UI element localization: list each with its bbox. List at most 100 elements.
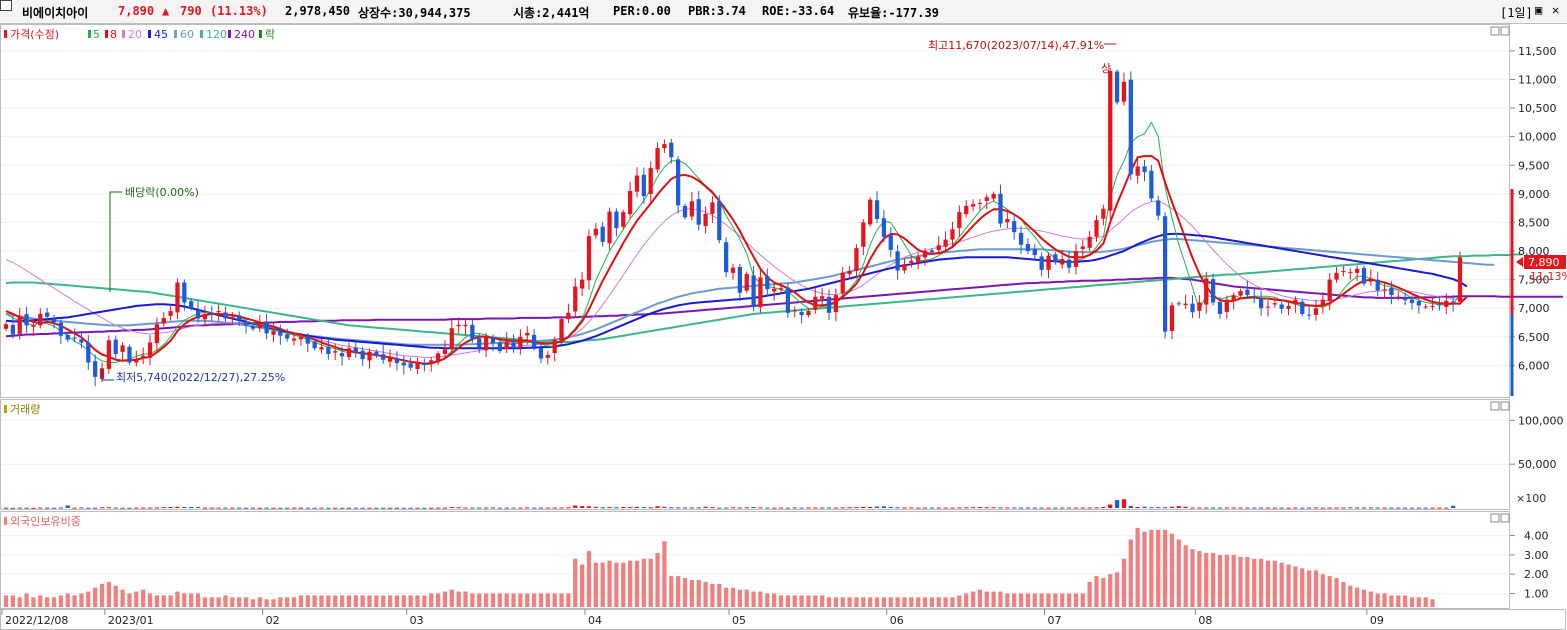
candle-body: [1279, 304, 1284, 309]
candle-body: [970, 204, 976, 207]
candle-body: [1348, 272, 1353, 274]
volume-bar: [641, 507, 646, 509]
foreign-ratio-bar: [573, 558, 578, 607]
candle-body: [1066, 259, 1072, 268]
panel-close-icon[interactable]: [1500, 26, 1510, 36]
panel-restore-icon[interactable]: [1490, 401, 1500, 411]
foreign-ratio-bar: [552, 593, 557, 607]
volume-bar: [573, 505, 578, 508]
foreign-ratio-bar: [1053, 593, 1058, 607]
foreign-ratio-bar: [511, 593, 516, 607]
candle-body: [984, 197, 989, 201]
close-icon[interactable]: ✕: [1552, 3, 1560, 17]
candle-body: [209, 313, 214, 315]
candle-body: [1135, 166, 1140, 176]
volume-bar: [1293, 507, 1298, 509]
candle-body: [724, 242, 729, 273]
volume-bar: [1101, 506, 1106, 508]
foreign-ratio-bar: [93, 587, 98, 607]
volume-bar: [477, 507, 482, 509]
volume-bar: [586, 506, 592, 508]
dividend-annotation-leader: [109, 191, 122, 292]
candle-body: [1265, 306, 1271, 308]
volume-bar: [264, 507, 269, 509]
candle-body: [72, 337, 77, 339]
volume-bar: [353, 507, 358, 509]
foreign-tick-label: 4.00: [1524, 530, 1549, 543]
panel-close-icon[interactable]: [1500, 513, 1510, 523]
volume-bar: [765, 507, 770, 509]
volume-bar: [1039, 507, 1044, 509]
volume-bar: [1204, 507, 1209, 509]
volume-bar: [1025, 507, 1031, 509]
volume-bar: [504, 507, 509, 509]
foreign-ratio-bar: [1094, 576, 1099, 607]
candle-body: [538, 347, 544, 359]
volume-bar: [916, 507, 921, 509]
foreign-ratio-bar: [696, 579, 701, 607]
foreign-ratio-bar: [1101, 578, 1106, 607]
volume-bar: [792, 507, 797, 509]
candle-body: [1156, 200, 1161, 216]
panel-restore-icon[interactable]: [1490, 26, 1500, 36]
candle-body: [422, 362, 427, 365]
candle-body: [579, 279, 585, 289]
volume-bar: [655, 506, 660, 508]
candle-body: [312, 341, 317, 349]
foreign-ratio-bar: [641, 558, 646, 607]
foreign-ratio-bar: [772, 593, 777, 607]
volume-bar: [134, 507, 139, 509]
stock-name[interactable]: 비에이치아이: [22, 6, 89, 20]
foreign-ratio-bar: [998, 591, 1003, 607]
candle-body: [813, 296, 818, 310]
foreign-ratio-bar: [86, 591, 91, 607]
volume-bar: [38, 507, 43, 509]
foreign-ratio-bar: [1320, 574, 1325, 607]
foreign-ratio-bar: [1135, 527, 1140, 607]
volume-bar: [1341, 507, 1346, 509]
volume-bar: [1128, 505, 1133, 508]
volume-bar: [106, 507, 112, 509]
candle-body: [1053, 254, 1058, 263]
candle-body: [134, 359, 139, 363]
x-tick-label: 07: [1047, 614, 1061, 627]
candle-body: [401, 362, 406, 366]
volume-bar: [730, 507, 736, 509]
market-cap: 시총:2,441억: [513, 6, 590, 20]
foreign-ratio-bar: [888, 597, 893, 607]
foreign-ratio-bar: [483, 593, 489, 607]
foreign-ratio-bar: [724, 587, 729, 607]
foreign-ratio-bar: [1409, 597, 1415, 607]
volume-bar: [319, 507, 324, 509]
change-arrow: ▲: [162, 4, 170, 18]
menu-icon[interactable]: [0, 0, 12, 11]
foreign-ratio-bar: [1121, 558, 1127, 607]
foreign-ratio-bar: [3, 595, 9, 607]
volume-bar: [17, 507, 22, 509]
volume-bar: [998, 507, 1003, 509]
volume-bar: [1114, 500, 1120, 508]
candle-body: [285, 334, 290, 339]
foreign-ratio-bar: [765, 593, 770, 607]
restore-icon[interactable]: ▣: [1535, 3, 1543, 17]
stock-chart[interactable]: 11,500 11,000 10,500 10,000 9,500 9,000 8,500 8…: [0, 24, 1567, 630]
volume-bar: [1368, 507, 1373, 509]
panel-restore-icon[interactable]: [1490, 513, 1500, 523]
candle-body: [1217, 301, 1223, 314]
foreign-ratio-bar: [1128, 539, 1133, 607]
candle-body: [319, 347, 324, 350]
volume-bar: [950, 507, 955, 509]
foreign-ratio-bar: [326, 595, 331, 607]
foreign-ratio-bar: [922, 597, 928, 607]
foreign-ratio-bar: [435, 593, 441, 607]
candle-body: [1382, 289, 1387, 291]
foreign-ratio-bar: [490, 593, 496, 607]
candle-body: [1334, 272, 1339, 280]
foreign-ratio-bar: [682, 578, 688, 607]
candle-body: [1060, 259, 1065, 265]
period-selector[interactable]: [1일]: [1500, 6, 1533, 20]
volume-bar: [676, 507, 681, 509]
panel-close-icon[interactable]: [1500, 401, 1510, 411]
candle-body: [998, 193, 1003, 224]
volume-bar: [175, 506, 180, 508]
